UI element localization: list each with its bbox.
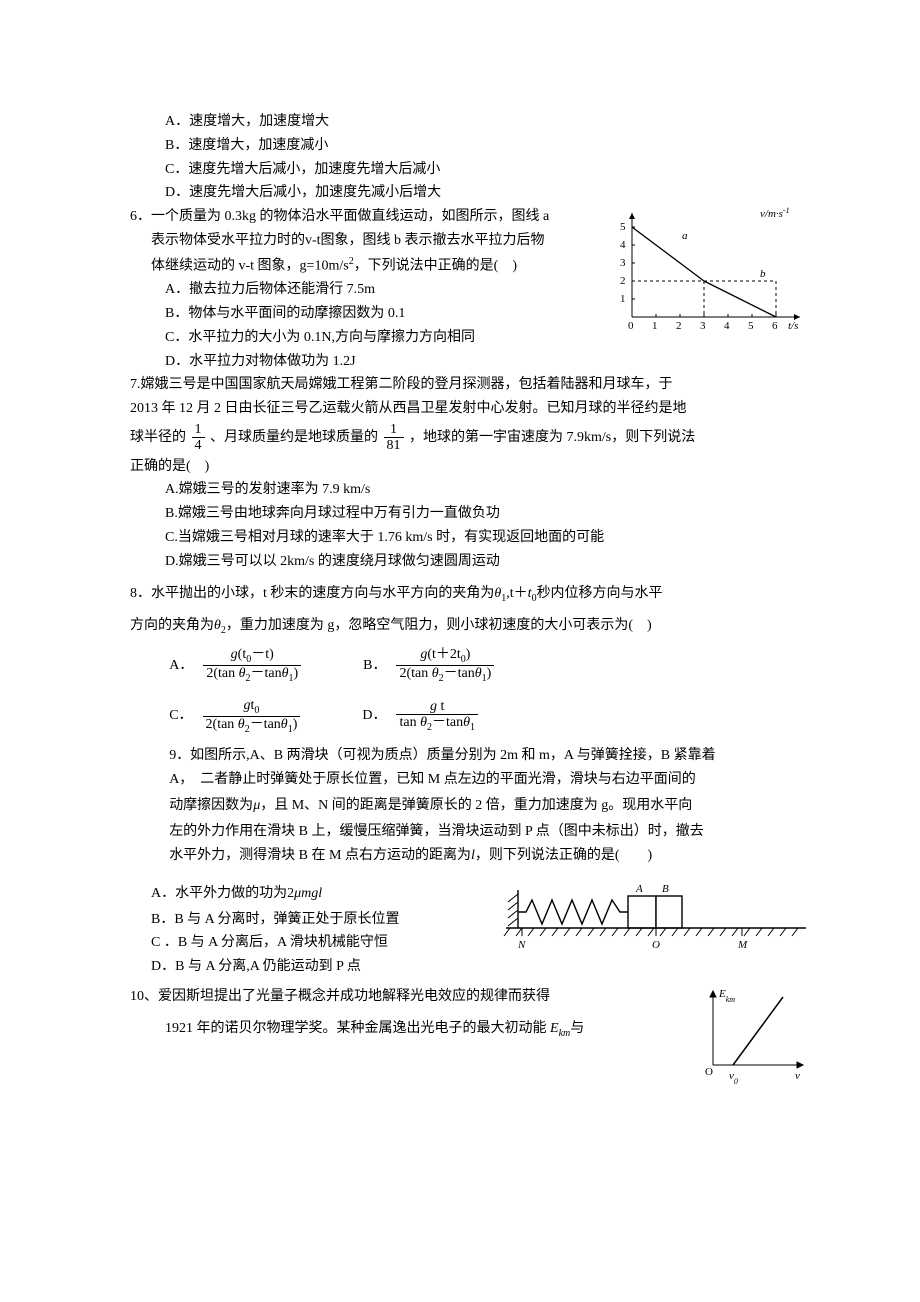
svg-text:1: 1	[652, 320, 658, 332]
svg-text:t/s: t/s	[788, 320, 798, 332]
q5-option-c: C．速度先增大后减小，加速度先增大后减小	[130, 158, 810, 182]
q7-option-d: D.嫦娥三号可以以 2km/s 的速度绕月球做匀速圆周运动	[130, 550, 810, 574]
q5-option-a: A．速度增大，加速度增大	[130, 110, 810, 134]
q7-stem-line1: 7.嫦娥三号是中国国家航天局嫦娥工程第二阶段的登月探测器，包括着陆器和月球车，于	[130, 373, 810, 397]
q5-option-d: D．速度先增大后减小，加速度先减小后增大	[130, 181, 810, 205]
q7-frac-1-4: 1 4	[192, 422, 205, 454]
q9-stem-line2: A， 二者静止时弹簧处于原长位置，已知 M 点左边的平面光滑，滑块与右边平面间的	[130, 768, 810, 792]
svg-text:N: N	[517, 939, 526, 951]
q8-option-c: C． gt0 2(tan θ2－tanθ1)	[169, 698, 302, 735]
q9-spring-diagram: A B N O M	[500, 880, 810, 958]
q5-option-b: B．速度增大，加速度减小	[130, 134, 810, 158]
svg-text:0: 0	[628, 320, 634, 332]
q8-option-a: A． g(t0－t) 2(tan θ2－tanθ1)	[169, 647, 303, 684]
svg-text:B: B	[662, 883, 669, 895]
q10-origin-label: O	[705, 1066, 713, 1078]
q10-nu0-label: ν0	[729, 1070, 738, 1086]
q9-stem-line3: 动摩擦因数为μ，且 M、N 间的距离是弹簧原长的 2 倍，重力加速度为 g。现用…	[130, 792, 810, 820]
svg-text:5: 5	[620, 221, 626, 233]
svg-text:3: 3	[620, 257, 626, 269]
svg-text:3: 3	[700, 320, 706, 332]
q8-formula-row2: C． gt0 2(tan θ2－tanθ1) D． g t tan θ2－tan…	[130, 698, 810, 735]
q8-formula-row1: A． g(t0－t) 2(tan θ2－tanθ1) B． g(t＋2t0) 2…	[130, 647, 810, 684]
svg-text:5: 5	[748, 320, 754, 332]
q6-option-d: D．水平拉力对物体做功为 1.2J	[130, 350, 810, 374]
q6-ylabel: v/m·s-1	[760, 206, 790, 221]
q6-vt-graph: v/m·s-1 0 1 2 3 4 5 6 t/s 1 2 3 4	[610, 205, 810, 335]
q7-option-a: A.嫦娥三号的发射速率为 7.9 km/s	[130, 478, 810, 502]
q6-line-b-label: b	[760, 268, 766, 280]
svg-text:2: 2	[620, 275, 626, 287]
svg-text:6: 6	[772, 320, 778, 332]
svg-text:4: 4	[724, 320, 730, 332]
q7-stem-line3: 球半径的 1 4 、月球质量约是地球质量的 1 81 ，地球的第一宇宙速度为 7…	[130, 421, 810, 455]
q6-block: 6．一个质量为 0.3kg 的物体沿水平面做直线运动，如图所示，图线 a 表示物…	[130, 205, 810, 373]
q9-option-d: D．B 与 A 分离,A 仍能运动到 P 点	[130, 955, 810, 979]
svg-text:M: M	[737, 939, 748, 951]
q9-stem-line1: 9．如图所示,A、B 两滑块（可视为质点）质量分别为 2m 和 m，A 与弹簧拴…	[130, 744, 810, 768]
q7-stem-line4: 正确的是( )	[130, 455, 810, 479]
q7-option-b: B.嫦娥三号由地球奔向月球过程中万有引力一直做负功	[130, 502, 810, 526]
q7-stem-line2: 2013 年 12 月 2 日由长征三号乙运载火箭从西昌卫星发射中心发射。已知月…	[130, 397, 810, 421]
q8-option-b: B． g(t＋2t0) 2(tan θ2－tanθ1)	[363, 647, 496, 684]
q9-stem-line5: 水平外力，测得滑块 B 在 M 点右方运动的距离为l，则下列说法正确的是( )	[130, 844, 810, 868]
q8-stem-line1: 8．水平抛出的小球，t 秒末的速度方向与水平方向的夹角为θ1,t＋t0秒内位移方…	[130, 582, 810, 607]
q7-frac-1-81: 1 81	[384, 422, 404, 454]
svg-text:2: 2	[676, 320, 682, 332]
q9-stem-line4: 左的外力作用在滑块 B 上，缓慢压缩弹簧，当滑块运动到 P 点（图中未标出）时，…	[130, 820, 810, 844]
svg-text:4: 4	[620, 239, 626, 251]
q7-option-c: C.当嫦娥三号相对月球的速率大于 1.76 km/s 时，有实现返回地面的可能	[130, 526, 810, 550]
q10-ekm-graph: Ekm ν ν0 O	[695, 985, 810, 1090]
q10-xlabel: ν	[795, 1070, 800, 1082]
q10-ylabel: Ekm	[718, 988, 735, 1004]
q8-stem-line2: 方向的夹角为θ2，重力加速度为 g，忽略空气阻力，则小球初速度的大小可表示为( …	[130, 614, 810, 639]
svg-text:O: O	[652, 939, 660, 951]
q8-option-d: D． g t tan θ2－tanθ1	[362, 699, 480, 733]
svg-text:1: 1	[620, 293, 626, 305]
q6-line-a-label: a	[682, 230, 688, 242]
svg-text:A: A	[635, 883, 643, 895]
